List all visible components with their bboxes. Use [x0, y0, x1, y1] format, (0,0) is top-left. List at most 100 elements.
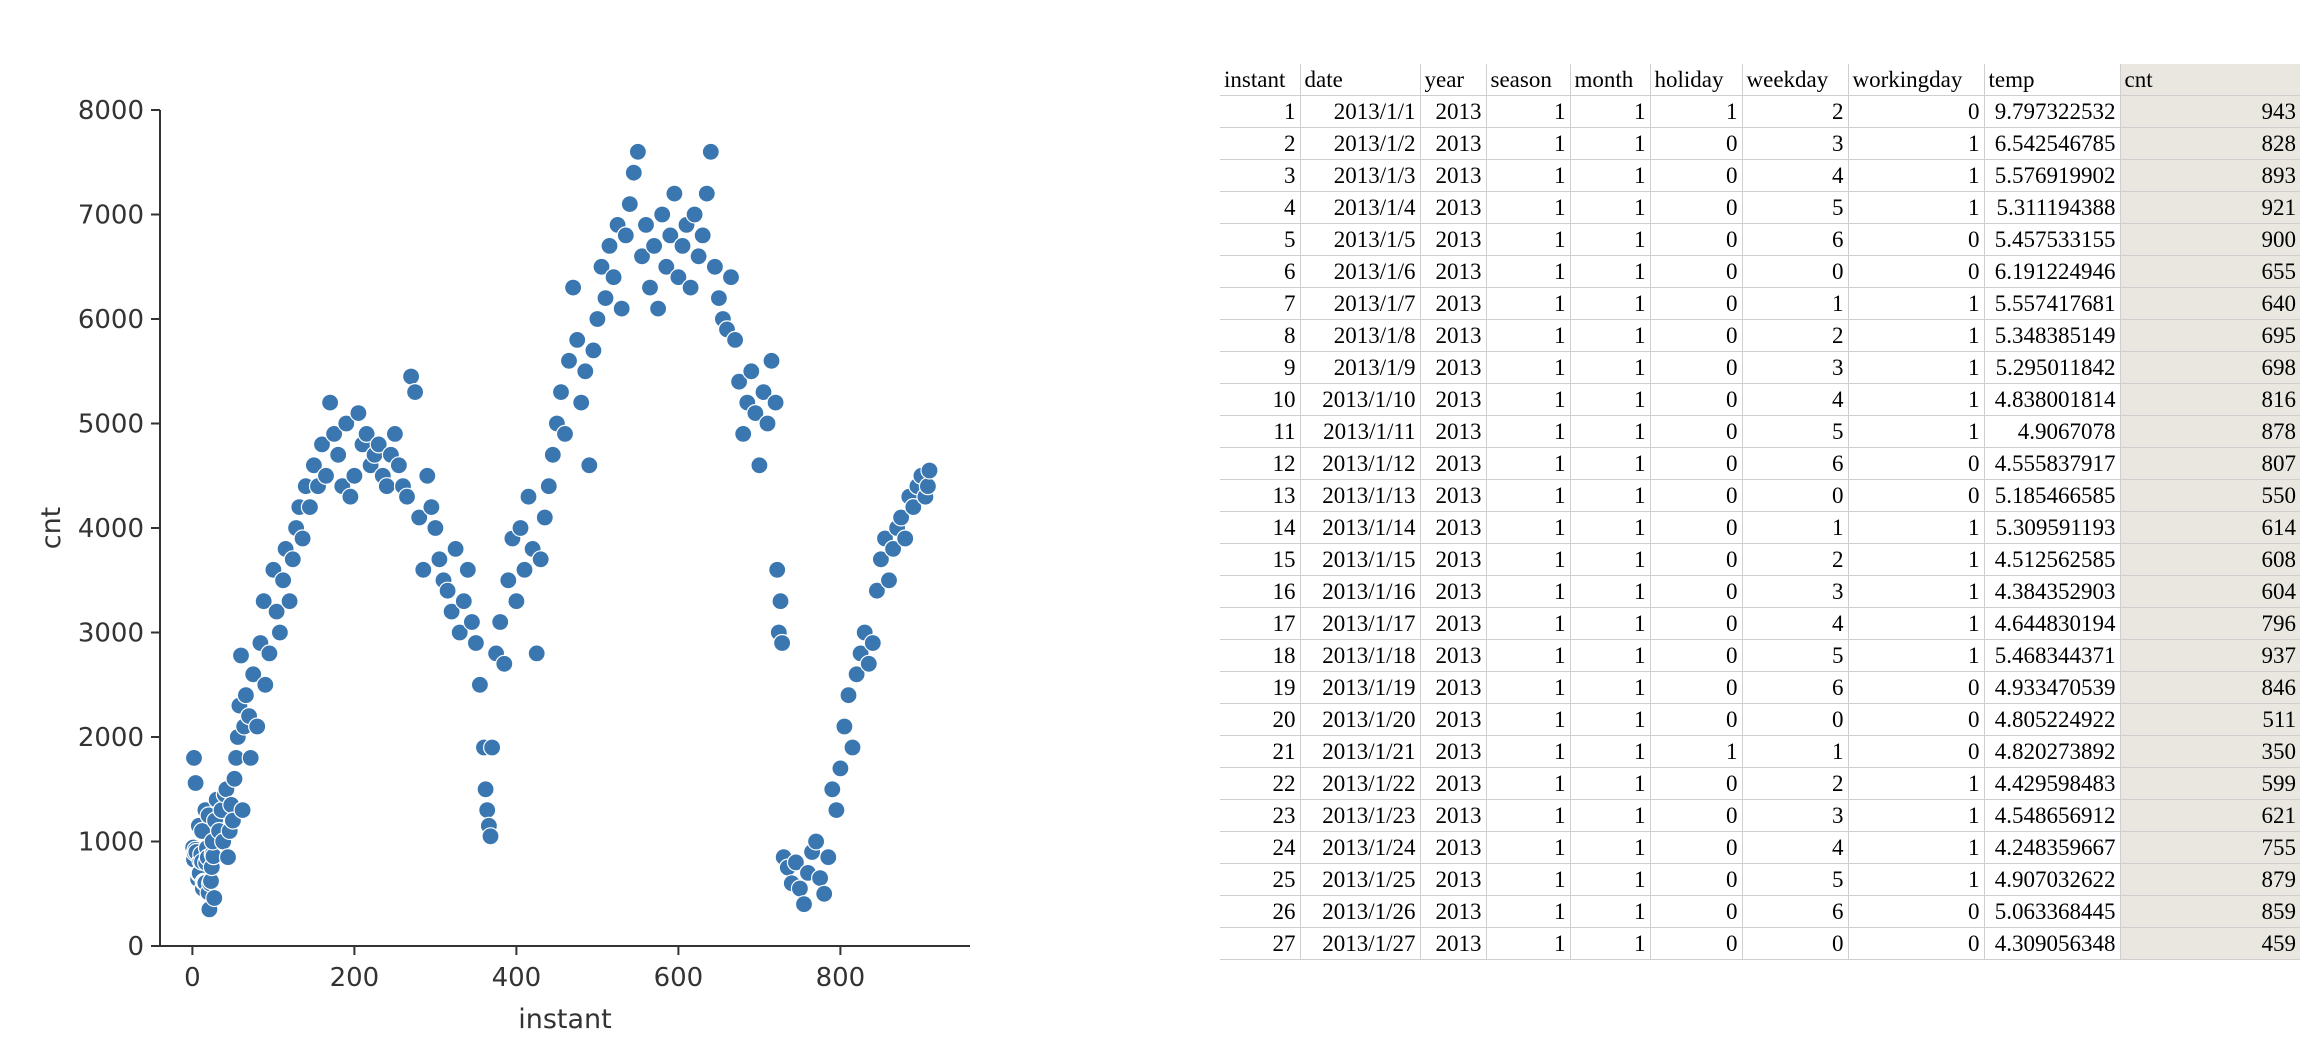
cell-season[interactable]: 1 — [1486, 383, 1571, 416]
cell-holiday[interactable]: 0 — [1650, 447, 1743, 480]
cell-season[interactable]: 1 — [1486, 287, 1571, 320]
cell-cnt[interactable]: 755 — [2120, 831, 2300, 864]
cell-weekday[interactable]: 6 — [1742, 895, 1849, 928]
cell-month[interactable]: 1 — [1570, 191, 1651, 224]
cell-workingday[interactable]: 0 — [1848, 223, 1985, 256]
cell-year[interactable]: 2013 — [1420, 447, 1487, 480]
cell-temp[interactable]: 4.9067078 — [1984, 415, 2121, 448]
cell-month[interactable]: 1 — [1570, 383, 1651, 416]
cell-date[interactable]: 2013/1/8 — [1300, 319, 1421, 352]
cell-temp[interactable]: 4.907032622 — [1984, 863, 2121, 896]
cell-season[interactable]: 1 — [1486, 831, 1571, 864]
cell-instant[interactable]: 19 — [1220, 671, 1301, 704]
cell-weekday[interactable]: 4 — [1742, 831, 1849, 864]
cell-cnt[interactable]: 943 — [2120, 95, 2300, 128]
cell-workingday[interactable]: 0 — [1848, 479, 1985, 512]
cell-workingday[interactable]: 0 — [1848, 927, 1985, 960]
cell-date[interactable]: 2013/1/27 — [1300, 927, 1421, 960]
cell-workingday[interactable]: 1 — [1848, 351, 1985, 384]
cell-season[interactable]: 1 — [1486, 191, 1571, 224]
cell-month[interactable]: 1 — [1570, 543, 1651, 576]
cell-month[interactable]: 1 — [1570, 703, 1651, 736]
cell-year[interactable]: 2013 — [1420, 191, 1487, 224]
cell-temp[interactable]: 5.557417681 — [1984, 287, 2121, 320]
cell-cnt[interactable]: 846 — [2120, 671, 2300, 704]
cell-workingday[interactable]: 0 — [1848, 671, 1985, 704]
cell-holiday[interactable]: 0 — [1650, 415, 1743, 448]
column-header-month[interactable]: month — [1570, 64, 1651, 96]
cell-year[interactable]: 2013 — [1420, 895, 1487, 928]
cell-workingday[interactable]: 1 — [1848, 319, 1985, 352]
cell-instant[interactable]: 18 — [1220, 639, 1301, 672]
cell-instant[interactable]: 21 — [1220, 735, 1301, 768]
cell-holiday[interactable]: 0 — [1650, 671, 1743, 704]
column-header-season[interactable]: season — [1486, 64, 1571, 96]
cell-date[interactable]: 2013/1/13 — [1300, 479, 1421, 512]
cell-month[interactable]: 1 — [1570, 255, 1651, 288]
cell-year[interactable]: 2013 — [1420, 799, 1487, 832]
cell-weekday[interactable]: 5 — [1742, 863, 1849, 896]
cell-instant[interactable]: 27 — [1220, 927, 1301, 960]
cell-workingday[interactable]: 1 — [1848, 799, 1985, 832]
cell-weekday[interactable]: 5 — [1742, 191, 1849, 224]
cell-season[interactable]: 1 — [1486, 447, 1571, 480]
cell-month[interactable]: 1 — [1570, 223, 1651, 256]
cell-workingday[interactable]: 0 — [1848, 703, 1985, 736]
cell-year[interactable]: 2013 — [1420, 607, 1487, 640]
cell-month[interactable]: 1 — [1570, 575, 1651, 608]
cell-workingday[interactable]: 1 — [1848, 831, 1985, 864]
cell-workingday[interactable]: 1 — [1848, 639, 1985, 672]
cell-workingday[interactable]: 1 — [1848, 127, 1985, 160]
cell-holiday[interactable]: 0 — [1650, 511, 1743, 544]
cell-season[interactable]: 1 — [1486, 703, 1571, 736]
cell-cnt[interactable]: 550 — [2120, 479, 2300, 512]
cell-month[interactable]: 1 — [1570, 639, 1651, 672]
cell-season[interactable]: 1 — [1486, 895, 1571, 928]
cell-month[interactable]: 1 — [1570, 831, 1651, 864]
cell-year[interactable]: 2013 — [1420, 767, 1487, 800]
cell-holiday[interactable]: 0 — [1650, 831, 1743, 864]
cell-instant[interactable]: 8 — [1220, 319, 1301, 352]
cell-workingday[interactable]: 0 — [1848, 95, 1985, 128]
cell-month[interactable]: 1 — [1570, 351, 1651, 384]
cell-holiday[interactable]: 0 — [1650, 639, 1743, 672]
cell-year[interactable]: 2013 — [1420, 703, 1487, 736]
cell-year[interactable]: 2013 — [1420, 159, 1487, 192]
cell-weekday[interactable]: 3 — [1742, 351, 1849, 384]
cell-holiday[interactable]: 0 — [1650, 383, 1743, 416]
cell-temp[interactable]: 4.512562585 — [1984, 543, 2121, 576]
cell-cnt[interactable]: 796 — [2120, 607, 2300, 640]
cell-season[interactable]: 1 — [1486, 543, 1571, 576]
cell-holiday[interactable]: 0 — [1650, 895, 1743, 928]
cell-holiday[interactable]: 0 — [1650, 863, 1743, 896]
cell-weekday[interactable]: 3 — [1742, 127, 1849, 160]
cell-workingday[interactable]: 1 — [1848, 191, 1985, 224]
cell-season[interactable]: 1 — [1486, 607, 1571, 640]
cell-cnt[interactable]: 604 — [2120, 575, 2300, 608]
cell-holiday[interactable]: 0 — [1650, 255, 1743, 288]
cell-weekday[interactable]: 6 — [1742, 447, 1849, 480]
cell-workingday[interactable]: 0 — [1848, 895, 1985, 928]
cell-weekday[interactable]: 0 — [1742, 255, 1849, 288]
cell-year[interactable]: 2013 — [1420, 223, 1487, 256]
column-header-year[interactable]: year — [1420, 64, 1487, 96]
cell-instant[interactable]: 11 — [1220, 415, 1301, 448]
cell-date[interactable]: 2013/1/10 — [1300, 383, 1421, 416]
cell-workingday[interactable]: 1 — [1848, 159, 1985, 192]
cell-date[interactable]: 2013/1/19 — [1300, 671, 1421, 704]
cell-holiday[interactable]: 0 — [1650, 703, 1743, 736]
column-header-weekday[interactable]: weekday — [1742, 64, 1849, 96]
cell-instant[interactable]: 12 — [1220, 447, 1301, 480]
column-header-cnt[interactable]: cnt — [2120, 64, 2300, 96]
cell-temp[interactable]: 5.468344371 — [1984, 639, 2121, 672]
cell-year[interactable]: 2013 — [1420, 927, 1487, 960]
cell-month[interactable]: 1 — [1570, 511, 1651, 544]
cell-date[interactable]: 2013/1/14 — [1300, 511, 1421, 544]
cell-month[interactable]: 1 — [1570, 319, 1651, 352]
cell-month[interactable]: 1 — [1570, 159, 1651, 192]
cell-month[interactable]: 1 — [1570, 735, 1651, 768]
cell-year[interactable]: 2013 — [1420, 543, 1487, 576]
cell-holiday[interactable]: 0 — [1650, 767, 1743, 800]
cell-cnt[interactable]: 859 — [2120, 895, 2300, 928]
cell-holiday[interactable]: 0 — [1650, 543, 1743, 576]
